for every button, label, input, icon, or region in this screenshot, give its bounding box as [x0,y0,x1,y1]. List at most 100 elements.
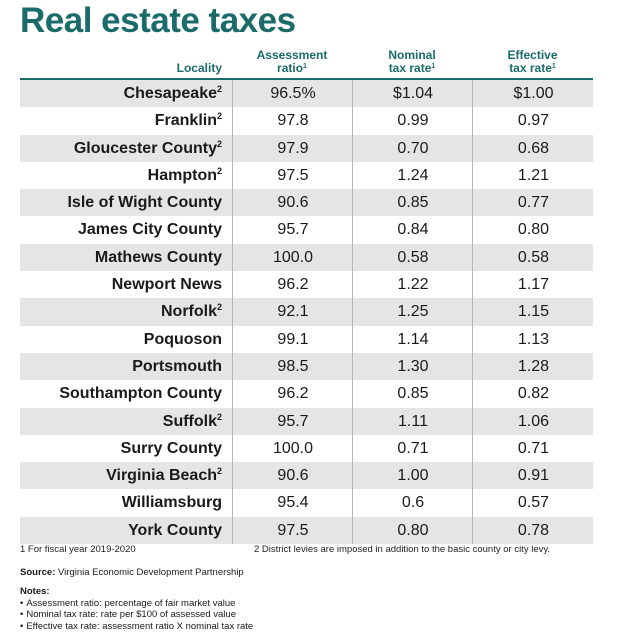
source-label: Source: [20,567,56,578]
nominal-tax-rate-cell: 1.00 [352,462,473,490]
locality-cell: Williamsburg [20,489,222,516]
effective-tax-rate-cell: 1.06 [472,407,594,435]
effective-tax-rate-cell: 1.13 [472,325,594,353]
assessment-ratio-cell: 98.5 [232,352,353,381]
tax-table: Locality Assessment ratio1 Nominal tax r… [20,44,594,545]
locality-name: Poquoson [143,330,222,348]
table-row: Isle of Wight County 90.6 0.85 0.77 [20,189,594,217]
locality-cell: Poquoson [20,326,222,353]
effective-tax-rate-cell: 0.97 [472,107,594,135]
nominal-tax-rate-cell: 1.24 [352,161,473,190]
source-line: Source: Virginia Economic Development Pa… [20,567,244,578]
effective-tax-rate-cell: 0.91 [472,462,594,490]
header-effective-line1: Effective [507,48,558,62]
nominal-tax-rate-cell: 1.25 [352,298,473,326]
effective-tax-rate-cell: $1.00 [472,80,594,108]
footnote-mark: 1 [303,63,307,70]
assessment-ratio-cell: 90.6 [232,462,353,490]
locality-name: Franklin [154,112,217,130]
nominal-tax-rate-cell: 0.70 [352,134,473,162]
locality-cell: Southampton County [20,380,222,407]
table-header: Locality Assessment ratio1 Nominal tax r… [20,44,593,80]
footnote-mark: 1 [431,63,436,70]
locality-cell: Norfolk2 [20,298,222,325]
effective-tax-rate-cell: 1.28 [472,352,594,381]
assessment-ratio-cell: 96.2 [232,271,353,299]
header-nominal-tax-rate: Nominal tax rate1 [352,49,472,75]
nominal-tax-rate-cell: 0.85 [352,189,473,217]
table-row: Southampton County 96.2 0.85 0.82 [20,380,594,408]
locality-cell: Franklin2 [20,107,222,134]
assessment-ratio-cell: 96.5% [232,80,353,108]
table-row: Williamsburg 95.4 0.6 0.57 [20,489,594,517]
table-row: Suffolk2 95.7 1.11 1.06 [20,407,594,435]
note-item: Effective tax rate: assessment ratio X n… [20,621,253,633]
effective-tax-rate-cell: 0.57 [472,489,594,517]
header-assessment-ratio: Assessment ratio1 [232,49,352,75]
assessment-ratio-cell: 97.8 [232,107,353,135]
assessment-ratio-cell: 100.0 [232,243,353,272]
nominal-tax-rate-cell: $1.04 [352,80,473,108]
district-levy-mark: 2 [216,466,222,477]
district-levy-mark: 2 [216,111,222,122]
locality-cell: Newport News [20,271,222,298]
locality-name: York County [128,521,222,539]
header-effective-line2: tax rate [509,61,552,75]
nominal-tax-rate-cell: 1.11 [352,407,473,435]
effective-tax-rate-cell: 0.78 [472,516,594,545]
locality-name: Suffolk [162,412,217,430]
table-row: Newport News 96.2 1.22 1.17 [20,271,593,299]
table-row: Chesapeake2 96.5% $1.04 $1.00 [20,80,594,108]
locality-cell: Isle of Wight County [20,189,222,216]
nominal-tax-rate-cell: 0.71 [352,434,473,463]
locality-name: James City County [77,221,222,239]
locality-cell: Mathews County [20,244,222,271]
assessment-ratio-cell: 96.2 [232,380,353,408]
table-row: Gloucester County2 97.9 0.70 0.68 [20,134,594,162]
header-locality: Locality [176,61,222,75]
nominal-tax-rate-cell: 0.58 [352,243,473,272]
nominal-tax-rate-cell: 0.99 [352,107,473,135]
effective-tax-rate-cell: 0.68 [472,134,594,162]
district-levy-mark: 2 [216,138,222,149]
assessment-ratio-cell: 100.0 [232,434,353,463]
page-title: Real estate taxes [20,1,296,40]
nominal-tax-rate-cell: 1.22 [352,271,473,299]
table-row: Franklin2 97.8 0.99 0.97 [20,107,594,135]
table-body: Chesapeake2 96.5% $1.04 $1.00 Franklin2 97.8 0… [20,80,594,545]
table-row: Norfolk2 92.1 1.25 1.15 [20,298,593,326]
locality-cell: Surry County [20,435,222,462]
assessment-ratio-cell: 97.5 [232,161,353,190]
locality-cell: Suffolk2 [20,408,222,435]
table-row: Portsmouth 98.5 1.30 1.28 [20,352,594,381]
note-item: Nominal tax rate: rate per $100 of asses… [20,609,253,621]
locality-name: Williamsburg [121,494,222,512]
effective-tax-rate-cell: 0.82 [472,380,594,408]
locality-name: Surry County [120,439,222,457]
locality-name: Isle of Wight County [67,194,222,212]
table-row: Virginia Beach2 90.6 1.00 0.91 [20,462,594,490]
locality-name: Hampton [147,166,217,184]
locality-cell: Chesapeake2 [20,80,222,107]
nominal-tax-rate-cell: 0.84 [352,216,473,244]
effective-tax-rate-cell: 0.77 [472,189,594,217]
assessment-ratio-cell: 92.1 [232,298,353,326]
notes-heading: Notes: [20,586,50,597]
effective-tax-rate-cell: 0.71 [472,434,594,463]
header-assessment-line1: Assessment [256,48,328,62]
locality-name: Mathews County [94,248,222,266]
table-row: Surry County 100.0 0.71 0.71 [20,434,594,463]
nominal-tax-rate-cell: 1.30 [352,352,473,381]
nominal-tax-rate-cell: 0.80 [352,516,473,545]
locality-name: Newport News [111,276,222,294]
locality-name: Norfolk [160,303,217,321]
district-levy-mark: 2 [216,165,222,176]
assessment-ratio-cell: 95.4 [232,489,353,517]
assessment-ratio-cell: 97.9 [232,134,353,162]
effective-tax-rate-cell: 1.21 [472,161,594,190]
table-row: Poquoson 99.1 1.14 1.13 [20,325,594,353]
header-nominal-line1: Nominal [388,48,436,62]
locality-name: Gloucester County [73,139,217,157]
effective-tax-rate-cell: 0.80 [472,216,594,244]
assessment-ratio-cell: 99.1 [232,325,353,353]
